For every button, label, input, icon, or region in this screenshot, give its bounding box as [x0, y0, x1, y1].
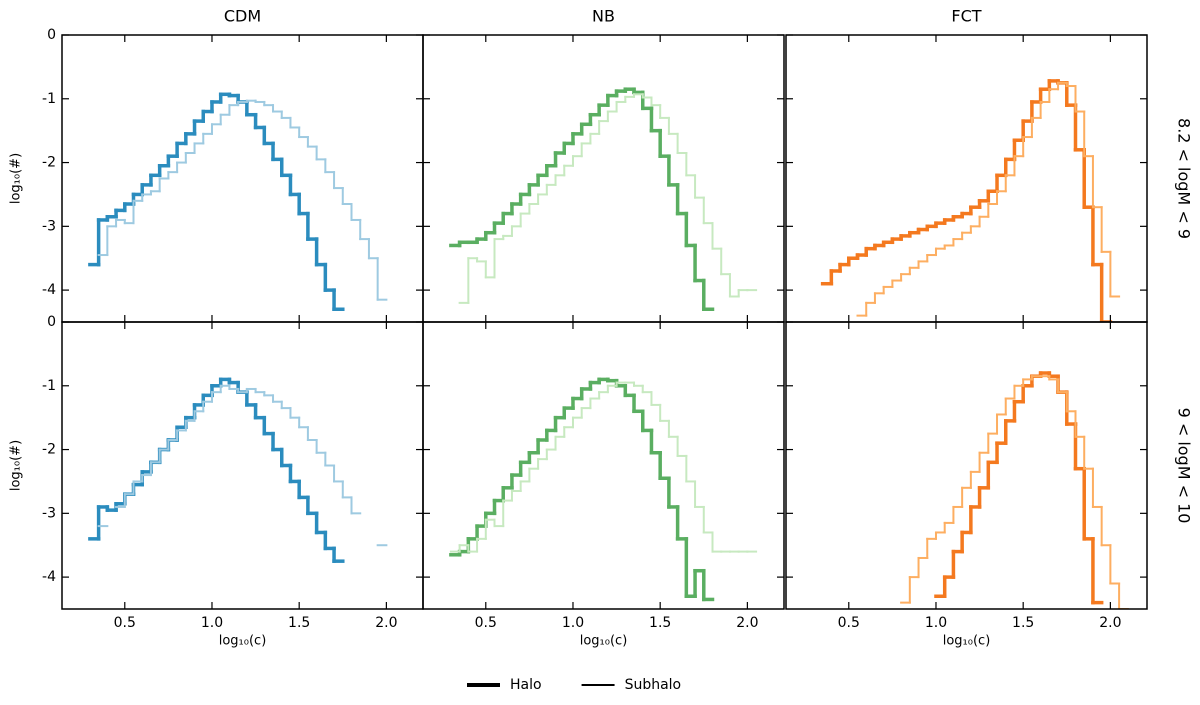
x-tick-label: 2.0 — [1099, 615, 1121, 631]
y-tick-label: 0 — [47, 314, 56, 330]
legend-label: Halo — [510, 677, 542, 693]
x-tick-label: 0.5 — [114, 615, 136, 631]
y-tick-label: -3 — [42, 218, 56, 234]
plot-area — [88, 377, 388, 563]
panel-title: NB — [592, 7, 615, 26]
panel-title: FCT — [951, 7, 981, 26]
y-tick-label: -4 — [42, 282, 56, 298]
plot-area — [88, 92, 388, 311]
plot-area — [449, 87, 758, 311]
panel-frame — [422, 321, 785, 610]
y-tick-label: 0 — [47, 27, 56, 43]
y-tick-label: -2 — [42, 155, 56, 171]
panel-title: CDM — [224, 7, 261, 26]
row-label: 8.2 < logM < 9 — [1175, 118, 1194, 239]
x-tick-label: 1.0 — [562, 615, 584, 631]
x-tick-label: 0.5 — [838, 615, 860, 631]
y-tick-label: -2 — [42, 442, 56, 458]
x-tick-label: 1.5 — [1012, 615, 1034, 631]
x-tick-label: 0.5 — [475, 615, 497, 631]
row-label: 9 < logM < 10 — [1175, 408, 1194, 524]
y-tick-label: -1 — [42, 91, 56, 107]
x-axis-label: log₁₀(c) — [943, 634, 991, 649]
y-tick-label: -4 — [42, 569, 56, 585]
x-axis-label: log₁₀(c) — [580, 634, 628, 649]
x-tick-label: 2.0 — [375, 615, 397, 631]
y-tick-label: -1 — [42, 378, 56, 394]
x-tick-label: 2.0 — [736, 615, 758, 631]
plot-area — [449, 377, 758, 602]
x-axis-label: log₁₀(c) — [219, 634, 267, 649]
panel-frame — [61, 321, 424, 610]
y-axis-label: log₁₀(#) — [9, 440, 24, 491]
x-tick-label: 1.0 — [201, 615, 223, 631]
panel-frame — [61, 34, 424, 323]
plot-area — [820, 79, 1121, 322]
y-tick-label: -3 — [42, 505, 56, 521]
legend-label: Subhalo — [625, 677, 682, 693]
x-tick-label: 1.0 — [925, 615, 947, 631]
x-tick-label: 1.5 — [288, 615, 310, 631]
y-axis-label: log₁₀(#) — [9, 153, 24, 204]
plot-area — [900, 371, 1129, 609]
panel-frame — [785, 321, 1148, 610]
x-tick-label: 1.5 — [649, 615, 671, 631]
